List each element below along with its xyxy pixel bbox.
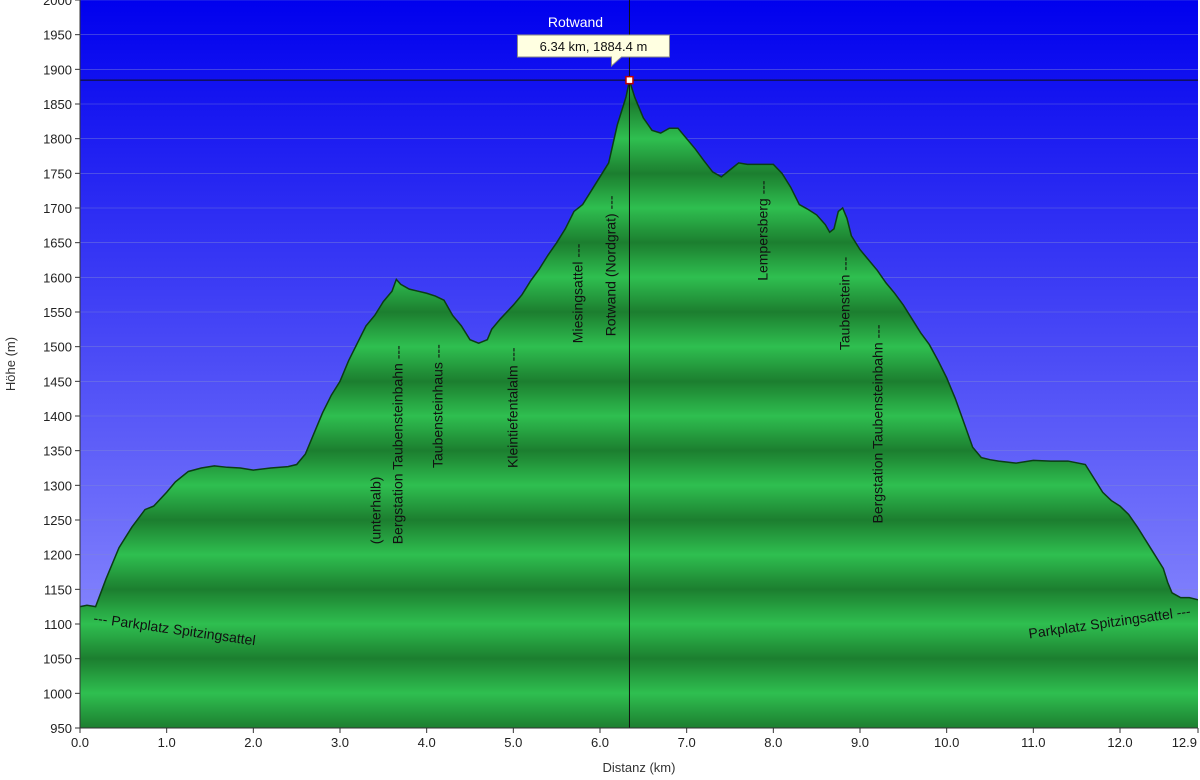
y-tick-label: 1950 xyxy=(43,28,72,43)
waypoint-label: Rotwand (Nordgrat) --- xyxy=(603,195,619,336)
callout-box xyxy=(516,34,670,68)
y-tick-label: 1900 xyxy=(43,62,72,77)
annotations: --- Parkplatz Spitzingsattel(unterhalb) B… xyxy=(93,180,1192,648)
y-tick-label: 1300 xyxy=(43,478,72,493)
y-tick-label: 1750 xyxy=(43,166,72,181)
x-tick-label: 11.0 xyxy=(1021,735,1045,750)
highlight-marker-group: Rotwand 6.34 km, 1884.4 m xyxy=(80,0,1198,728)
y-tick-label: 1350 xyxy=(43,444,72,459)
y-tick-label: 1050 xyxy=(43,652,72,667)
y-tick-label: 1200 xyxy=(43,548,72,563)
y-tick-label: 1500 xyxy=(43,340,72,355)
x-tick-label: 0.0 xyxy=(71,735,89,750)
y-tick-label: 950 xyxy=(50,721,72,736)
waypoint-label: Bergstation Taubensteinbahn --- xyxy=(389,345,405,544)
x-tick-label: 9.0 xyxy=(851,735,869,750)
waypoint-label: Taubenstein --- xyxy=(837,256,853,350)
x-axis-title: Distanz (km) xyxy=(603,760,676,775)
y-tick-label: 2000 xyxy=(43,0,72,8)
y-tick-label: 1600 xyxy=(43,270,72,285)
waypoint-label: Miesingsattel --- xyxy=(570,243,586,343)
y-axis-title: Höhe (m) xyxy=(3,337,18,391)
x-tick-label: 5.0 xyxy=(504,735,522,750)
y-tick-label: 1700 xyxy=(43,201,72,216)
y-tick-label: 1550 xyxy=(43,305,72,320)
elevation-line xyxy=(80,77,1198,608)
y-tick-label: 1100 xyxy=(44,617,72,632)
waypoint-label: Bergstation Taubensteinbahn --- xyxy=(870,324,886,523)
waypoint-label: Kleintiefentalalm --- xyxy=(505,347,521,468)
y-tick-label: 1850 xyxy=(43,97,72,112)
x-tick-label: 8.0 xyxy=(764,735,782,750)
y-tick-label: 1800 xyxy=(43,132,72,147)
waypoint-label: Lempersberg --- xyxy=(754,180,770,281)
x-tick-label: 10.0 xyxy=(934,735,959,750)
x-tick-label: 2.0 xyxy=(244,735,262,750)
y-tick-label: 1400 xyxy=(43,409,72,424)
x-tick-label: 4.0 xyxy=(418,735,436,750)
y-tick-label: 1000 xyxy=(43,686,72,701)
waypoint-label: (unterhalb) xyxy=(368,477,384,545)
waypoint-label: Taubensteinhaus --- xyxy=(429,344,445,468)
peak-marker xyxy=(625,75,634,85)
y-tick-label: 1450 xyxy=(43,374,72,389)
x-tick-label: 12.9 xyxy=(1172,735,1197,750)
x-tick-label: 1.0 xyxy=(158,735,176,750)
y-tick-label: 1150 xyxy=(44,582,72,597)
x-tick-label: 12.0 xyxy=(1107,735,1132,750)
peak-name-label: Rotwand xyxy=(548,14,603,30)
x-tick-label: 6.0 xyxy=(591,735,609,750)
y-tick-label: 1650 xyxy=(43,236,72,251)
y-tick-label: 1250 xyxy=(43,513,72,528)
x-tick-label: 3.0 xyxy=(331,735,349,750)
elevation-area xyxy=(80,80,1198,728)
x-tick-label: 7.0 xyxy=(678,735,696,750)
callout-text: 6.34 km, 1884.4 m xyxy=(540,39,648,54)
axes: 950 1000 1050 1100 1150 1200 1250 1300 1350 1400 1… xyxy=(3,0,1199,775)
